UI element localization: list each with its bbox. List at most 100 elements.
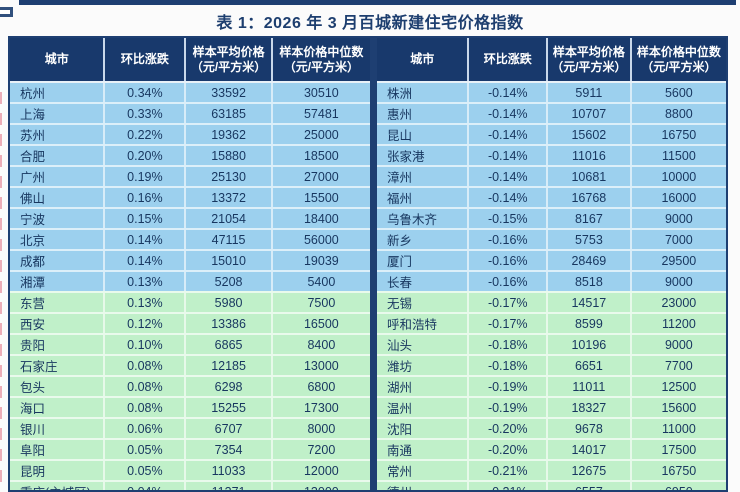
table-row: 阜阳 0.05% 7354 7200 (10, 438, 370, 459)
avg-cell: 8167 (548, 209, 632, 228)
change-cell: -0.14% (469, 188, 548, 207)
table-row: 上海 0.33% 63185 57481 (10, 102, 370, 123)
table-row: 无锡 -0.17% 14517 23000 (377, 291, 726, 312)
avg-cell: 13386 (186, 314, 273, 333)
avg-cell: 5753 (548, 230, 632, 249)
city-cell: 阜阳 (10, 440, 106, 459)
city-cell: 南通 (377, 440, 470, 459)
table-row: 宁波 0.15% 21054 18400 (10, 207, 370, 228)
city-cell: 张家港 (377, 146, 470, 165)
avg-cell: 6865 (186, 335, 273, 354)
change-cell: -0.19% (469, 377, 548, 396)
city-cell: 乌鲁木齐 (377, 209, 470, 228)
table-row: 昆山 -0.14% 15602 16750 (377, 123, 726, 144)
change-cell: 0.12% (105, 314, 187, 333)
avg-cell: 8518 (548, 272, 632, 291)
avg-cell: 25130 (186, 167, 273, 186)
column-header-label: 城市 (410, 52, 435, 66)
median-cell: 23000 (661, 295, 697, 310)
city-cell: 沈阳 (377, 419, 470, 438)
change-cell: 0.08% (105, 377, 187, 396)
median-cell: 16500 (303, 316, 339, 331)
city-cell: 无锡 (377, 293, 470, 312)
table-row: 潍坊 -0.18% 6651 7700 (377, 354, 726, 375)
median-cell: 6800 (307, 379, 336, 394)
median-cell: 56000 (303, 232, 339, 247)
table-row: 温州 -0.19% 18327 15600 (377, 396, 726, 417)
city-cell: 福州 (377, 188, 470, 207)
city-cell: 北京 (10, 230, 106, 249)
avg-cell: 63185 (186, 104, 273, 123)
avg-cell: 7354 (186, 440, 273, 459)
city-cell: 石家庄 (10, 356, 106, 375)
city-cell: 呼和浩特 (377, 314, 470, 333)
avg-cell: 10681 (548, 167, 632, 186)
median-cell: 13000 (303, 358, 339, 373)
price-index-table: 城市 环比涨跌 样本平均价格 （元/平方米） 样本价格中位数 （元/平方米） 杭… (8, 36, 728, 492)
table-right-half: 城市 环比涨跌 样本平均价格 （元/平方米） 样本价格中位数 （元/平方米） 株… (377, 38, 726, 490)
median-cell: 8400 (307, 337, 336, 352)
table-row: 合肥 0.20% 15880 18500 (10, 144, 370, 165)
avg-cell: 15880 (186, 146, 273, 165)
median-cell: 7500 (307, 295, 336, 310)
change-cell: -0.14% (469, 146, 548, 165)
city-cell: 德州 (377, 482, 470, 490)
median-cell: 5400 (307, 274, 336, 289)
median-cell: 8800 (664, 106, 693, 121)
city-cell: 上海 (10, 104, 106, 123)
median-cell: 7000 (664, 232, 693, 247)
change-cell: -0.15% (469, 209, 548, 228)
table-row: 南通 -0.20% 14017 17500 (377, 438, 726, 459)
city-cell: 合肥 (10, 146, 106, 165)
change-cell: -0.17% (469, 293, 548, 312)
column-header-unit: （元/平方米） (551, 59, 627, 74)
avg-cell: 10707 (548, 104, 632, 123)
avg-cell: 8599 (548, 314, 632, 333)
column-header-label: 样本价格中位数 (636, 44, 721, 59)
change-cell: -0.17% (469, 314, 548, 333)
median-cell: 17500 (661, 442, 697, 457)
median-cell: 12500 (661, 379, 697, 394)
change-cell: -0.14% (469, 104, 548, 123)
column-header-median-price: 样本价格中位数 （元/平方米） (632, 38, 726, 81)
table-row: 株洲 -0.14% 5911 5600 (377, 83, 726, 102)
city-cell: 海口 (10, 398, 106, 417)
city-cell: 佛山 (10, 188, 106, 207)
table-row: 杭州 0.34% 33592 30510 (10, 83, 370, 102)
median-cell: 10000 (661, 169, 697, 184)
column-header-city: 城市 (10, 38, 106, 81)
table-row: 呼和浩特 -0.17% 8599 11200 (377, 312, 726, 333)
change-cell: -0.21% (469, 461, 548, 480)
column-header-avg-price: 样本平均价格 （元/平方米） (186, 38, 273, 81)
median-cell: 16750 (661, 463, 697, 478)
change-cell: 0.05% (105, 461, 187, 480)
change-cell: 0.14% (105, 251, 187, 270)
change-cell: -0.14% (469, 167, 548, 186)
avg-cell: 11016 (548, 146, 632, 165)
table-row: 长春 -0.16% 8518 9000 (377, 270, 726, 291)
median-cell: 12000 (303, 463, 339, 478)
avg-cell: 11011 (548, 377, 632, 396)
change-cell: 0.13% (105, 272, 187, 291)
median-cell: 13000 (273, 482, 370, 491)
change-cell: -0.14% (469, 83, 548, 102)
table-row: 贵阳 0.10% 6865 8400 (10, 333, 370, 354)
avg-cell: 9678 (548, 419, 632, 438)
median-cell: 15600 (661, 400, 697, 415)
city-cell: 惠州 (377, 104, 470, 123)
table-row: 常州 -0.21% 12675 16750 (377, 459, 726, 480)
left-edge-artifact (0, 92, 2, 486)
column-header-avg-price: 样本平均价格 （元/平方米） (548, 38, 632, 81)
change-cell: 0.14% (105, 230, 187, 249)
table-row: 重庆(主城区)0.04%1137113000 (10, 480, 370, 490)
avg-cell: 47115 (186, 230, 273, 249)
median-cell: 18400 (303, 211, 339, 226)
city-cell: 贵阳 (10, 335, 106, 354)
table-row: 北京 0.14% 47115 56000 (10, 228, 370, 249)
city-cell: 新乡 (377, 230, 470, 249)
median-cell: 30510 (303, 85, 339, 100)
change-cell: -0.16% (469, 272, 548, 291)
avg-cell: 12675 (548, 461, 632, 480)
avg-cell: 6557 (548, 482, 632, 490)
corner-notch-artifact (0, 7, 13, 17)
